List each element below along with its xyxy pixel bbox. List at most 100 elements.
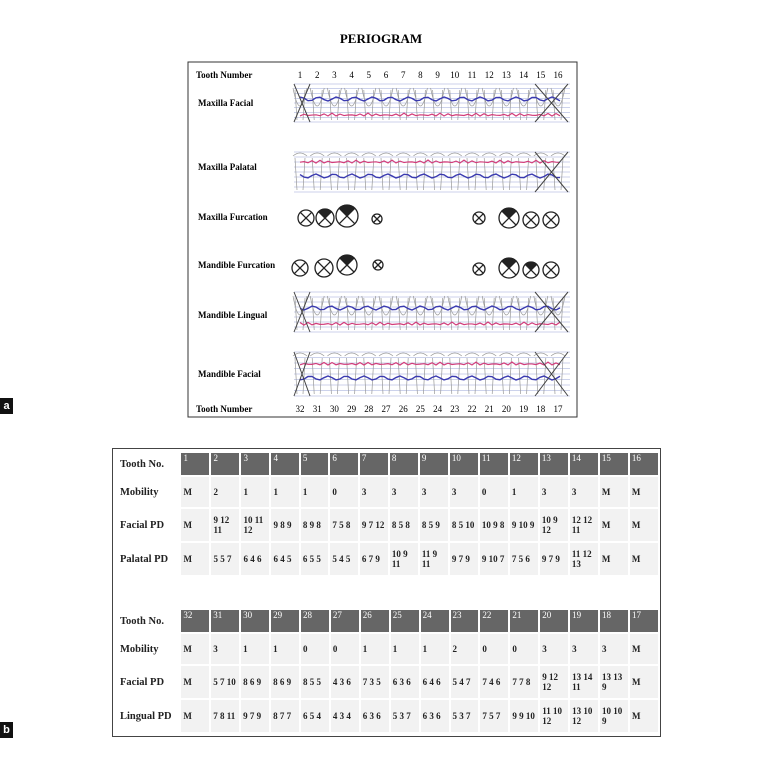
missing-tooth [534, 351, 569, 397]
cell: 10 11 12 [241, 509, 270, 541]
cell: 1 [241, 634, 270, 664]
tooth-number: 14 [519, 70, 529, 80]
cell: Lingual PD [118, 700, 180, 732]
cell: 25 [390, 610, 419, 632]
tooth-outline [447, 152, 463, 191]
cell: 0 [300, 634, 329, 664]
tooth-outline [327, 152, 342, 191]
tooth-number: 17 [554, 404, 564, 414]
tooth-outline [516, 152, 531, 191]
tooth-outline [292, 152, 308, 191]
tooth-number: 4 [349, 70, 354, 80]
margin-line [299, 159, 561, 164]
tooth-outline [447, 295, 463, 331]
cell: 0 [479, 477, 508, 507]
cell: 7 8 11 [211, 700, 240, 732]
cell: 3 [211, 634, 240, 664]
cell: Facial PD [118, 666, 180, 698]
cell: M [629, 700, 658, 732]
row: Mobility M 3 1 1 0 0 1 1 1 2 0 0 3 3 3 M [118, 634, 658, 664]
tooth-number: 6 [384, 70, 389, 80]
tooth-number: 13 [502, 70, 512, 80]
cell: M [181, 509, 210, 541]
cell: 8 6 9 [271, 666, 299, 698]
row-label: Maxilla Furcation [198, 212, 268, 222]
tooth-number: 12 [485, 70, 494, 80]
tooth-outline [344, 352, 359, 395]
cell: 4 3 6 [330, 666, 359, 698]
title: PERIOGRAM [340, 31, 422, 46]
furcation-fill [338, 204, 356, 217]
cell: 8 6 9 [241, 666, 270, 698]
cell: 6 4 5 [271, 543, 299, 575]
tooth-outline [413, 295, 428, 331]
cell: 26 [360, 610, 389, 632]
cell: 5 [300, 453, 329, 475]
cell: M [599, 543, 628, 575]
tooth-number: 25 [416, 404, 426, 414]
cell: Palatal PD [118, 543, 180, 575]
cell: M [629, 634, 658, 664]
cell: 8 [389, 453, 418, 475]
furcation-mark [293, 261, 307, 275]
cell: 9 7 9 [449, 543, 478, 575]
cell: 0 [510, 634, 539, 664]
tooth-outline [378, 152, 394, 191]
cell: 27 [330, 610, 359, 632]
tooth-number: 23 [450, 404, 460, 414]
cell: 13 10 12 [570, 700, 599, 732]
cell: 4 3 4 [330, 700, 359, 732]
row: Tooth No. 1 2 3 4 5 6 7 8 9 10 11 12 13 14 15 16 [118, 453, 658, 475]
cell: 31 [211, 610, 240, 632]
cell: M [629, 509, 658, 541]
tooth-number: 10 [450, 70, 460, 80]
cell: 5 3 7 [390, 700, 419, 732]
cell: 8 5 5 [300, 666, 329, 698]
cell: Tooth No. [118, 453, 180, 475]
cell: 6 3 6 [390, 666, 419, 698]
cell: 5 5 7 [211, 543, 240, 575]
cell: 13 [539, 453, 568, 475]
furcation [522, 211, 540, 229]
cell: 13 13 9 [600, 666, 628, 698]
tooth-outline [499, 152, 514, 191]
tooth-number: 9 [435, 70, 440, 80]
cell: 1 [181, 453, 210, 475]
cell: 1 [271, 634, 299, 664]
tooth-number: 2 [315, 70, 320, 80]
cell: 11 9 11 [419, 543, 448, 575]
margin-line [299, 321, 561, 326]
tooth-number: 31 [313, 404, 322, 414]
cell: 0 [480, 634, 509, 664]
cell: Mobility [118, 477, 180, 507]
tooth-number: 30 [330, 404, 340, 414]
cell: 7 5 8 [330, 509, 358, 541]
tooth-number: 24 [433, 404, 443, 414]
tooth-outline [481, 152, 497, 191]
missing-tooth [534, 151, 569, 193]
cell: Mobility [118, 634, 180, 664]
cell: M [181, 666, 210, 698]
tooth-number: 26 [399, 404, 409, 414]
cell: 5 4 5 [330, 543, 358, 575]
panel-label: b [0, 722, 13, 738]
label: Tooth Number [196, 70, 252, 80]
cell: 3 [389, 477, 418, 507]
tooth-number: 1 [298, 70, 303, 80]
tooth-number: 19 [519, 404, 529, 414]
tooth-number: 28 [364, 404, 374, 414]
furcation-fill [317, 208, 333, 219]
tooth-number: 21 [485, 404, 494, 414]
missing-tooth [293, 291, 311, 333]
cell: 7 [359, 453, 388, 475]
tooth-outline [395, 152, 411, 191]
cell: M [181, 634, 210, 664]
furcation-fill [501, 257, 517, 269]
cell: 9 10 7 [479, 543, 508, 575]
tooth-number: 27 [382, 404, 392, 414]
furcation [542, 261, 560, 279]
cell: 3 [540, 634, 569, 664]
cell: 6 5 5 [300, 543, 329, 575]
probing-line [299, 305, 561, 311]
